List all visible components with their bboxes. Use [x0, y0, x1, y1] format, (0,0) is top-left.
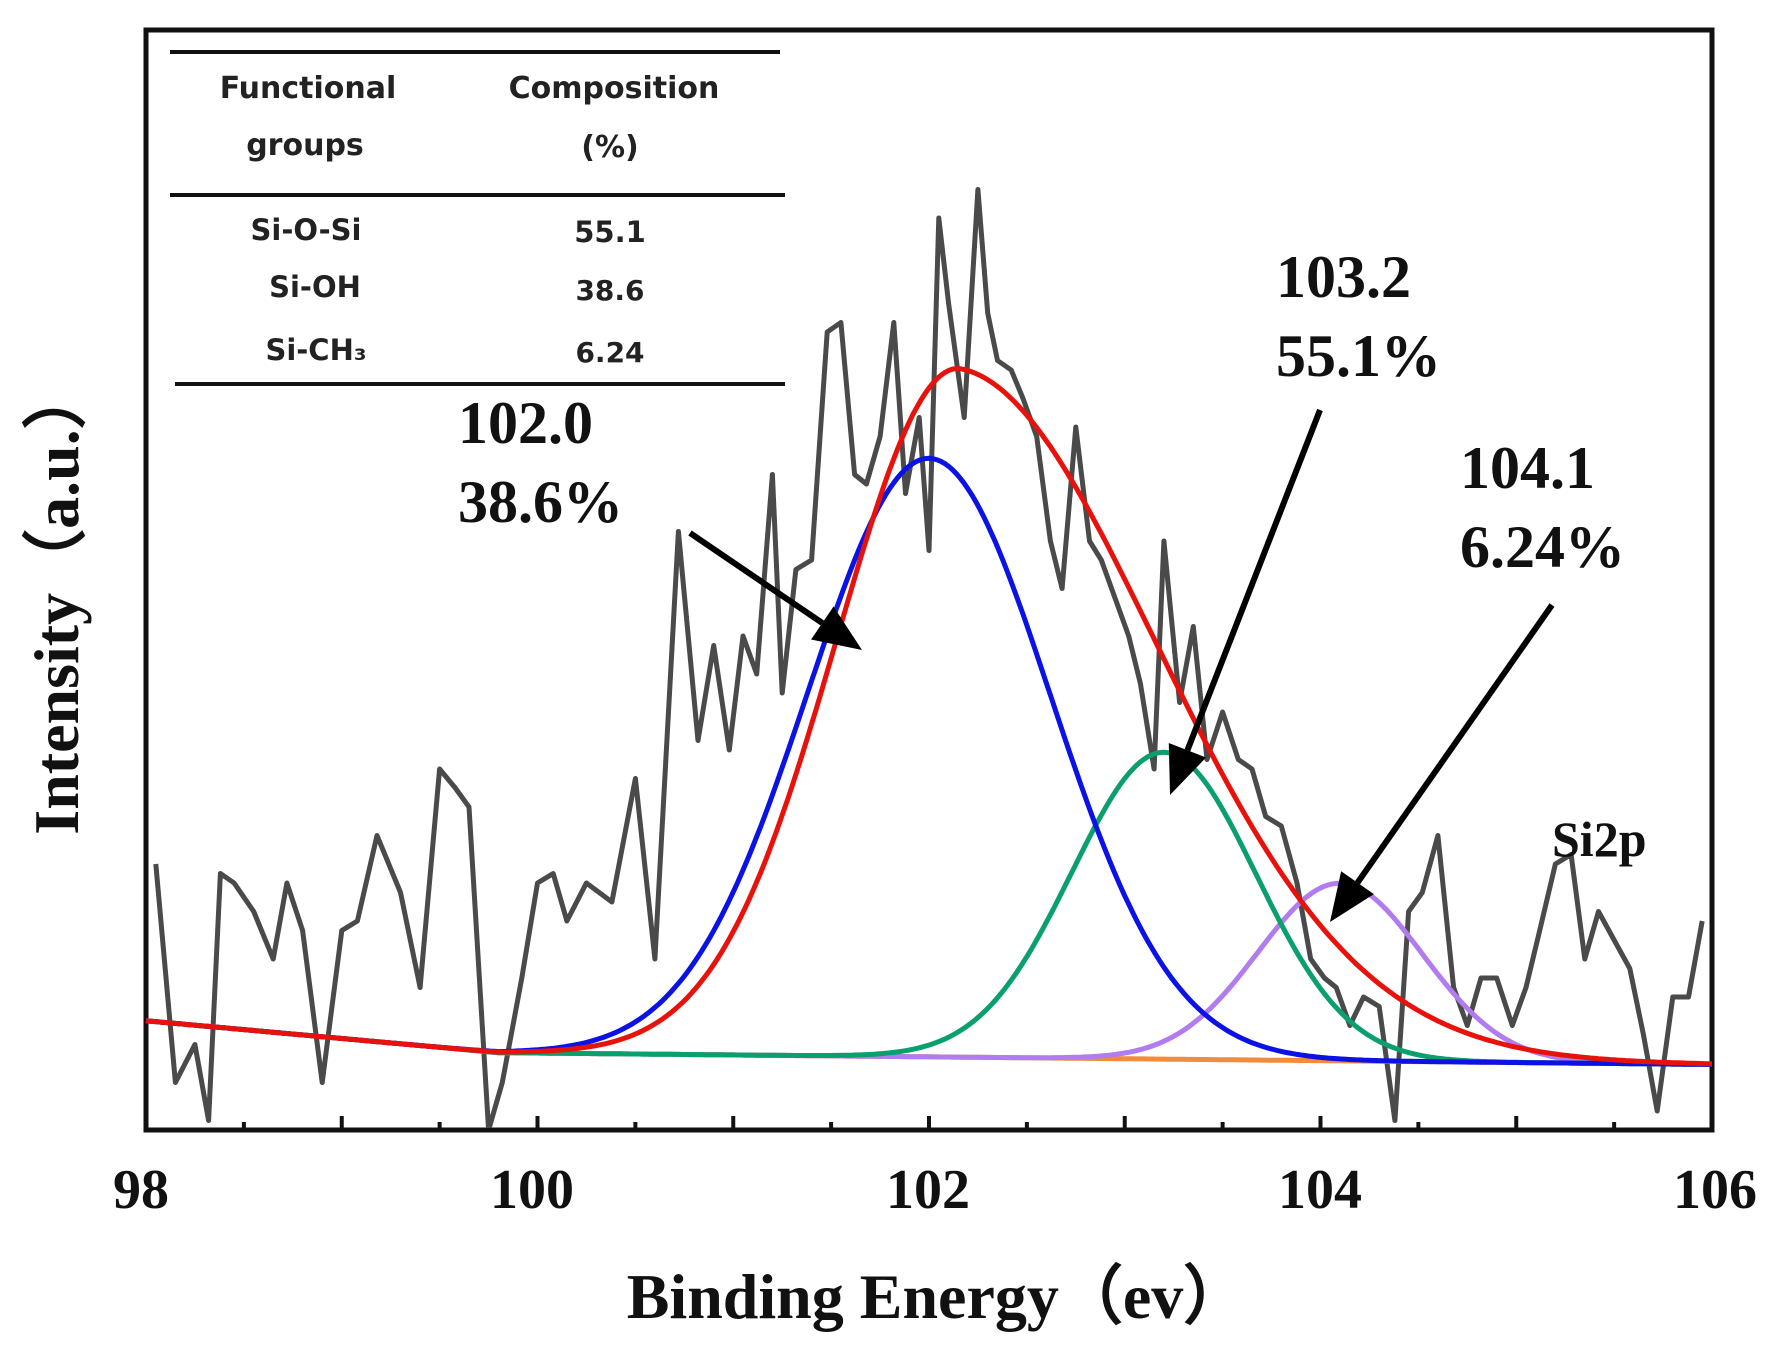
- series-envelope: [145, 365, 1712, 1067]
- series-raw-spectrum: [153, 187, 1705, 1128]
- table-row-value: 38.6: [575, 274, 644, 307]
- table-header-comp-line1: Composition: [509, 71, 720, 106]
- annotation-position: 104.1: [1460, 435, 1595, 501]
- annotation-peak-1: 102.0 38.6%: [458, 390, 623, 535]
- x-tick-label: 102: [886, 1159, 970, 1221]
- annotation-arrows: [688, 408, 1555, 922]
- annotation-percent: 38.6%: [458, 469, 623, 535]
- table-row-group: Si-O-Si: [251, 213, 362, 247]
- x-tick-label: 100: [490, 1159, 574, 1221]
- table-header-group-line2: groups: [246, 128, 364, 163]
- annotation-peak-2: 103.2 55.1%: [1276, 244, 1441, 389]
- annotation-percent: 6.24%: [1460, 514, 1625, 580]
- annotation-position: 102.0: [458, 390, 593, 456]
- y-axis-title: Intensity（a.u.）: [21, 365, 92, 834]
- x-axis-title: Binding Energy（ev）: [627, 1261, 1248, 1332]
- composition-table: Functional groups Composition (%) Si-O-S…: [170, 50, 785, 386]
- annotation-arrow-head: [811, 606, 862, 650]
- table-header-group-line1: Functional: [220, 71, 397, 106]
- annotation-arrow-shaft: [1184, 408, 1323, 752]
- annotation-arrow-head: [1330, 871, 1374, 922]
- table-row-value: 55.1: [574, 215, 646, 249]
- table-row-group: Si-CH₃: [265, 333, 366, 367]
- annotation-peak-3: 104.1 6.24%: [1460, 435, 1625, 580]
- table-row-value: 6.24: [575, 336, 644, 369]
- annotation-percent: 55.1%: [1276, 323, 1441, 389]
- x-axis-ticks: [144, 1116, 1714, 1130]
- x-tick-label: 98: [113, 1159, 169, 1221]
- peak-label: Si2p: [1552, 811, 1647, 867]
- annotation-position: 103.2: [1276, 244, 1411, 310]
- annotation-arrow-head: [1168, 743, 1207, 795]
- curves: [145, 187, 1712, 1128]
- annotation-arrow-shaft: [688, 530, 824, 626]
- table-row-group: Si-OH: [269, 270, 361, 304]
- x-tick-label: 106: [1673, 1159, 1757, 1221]
- annotation-arrow-shaft: [1355, 603, 1555, 885]
- x-tick-label: 104: [1278, 1159, 1362, 1221]
- table-header-comp-line2: (%): [581, 130, 638, 165]
